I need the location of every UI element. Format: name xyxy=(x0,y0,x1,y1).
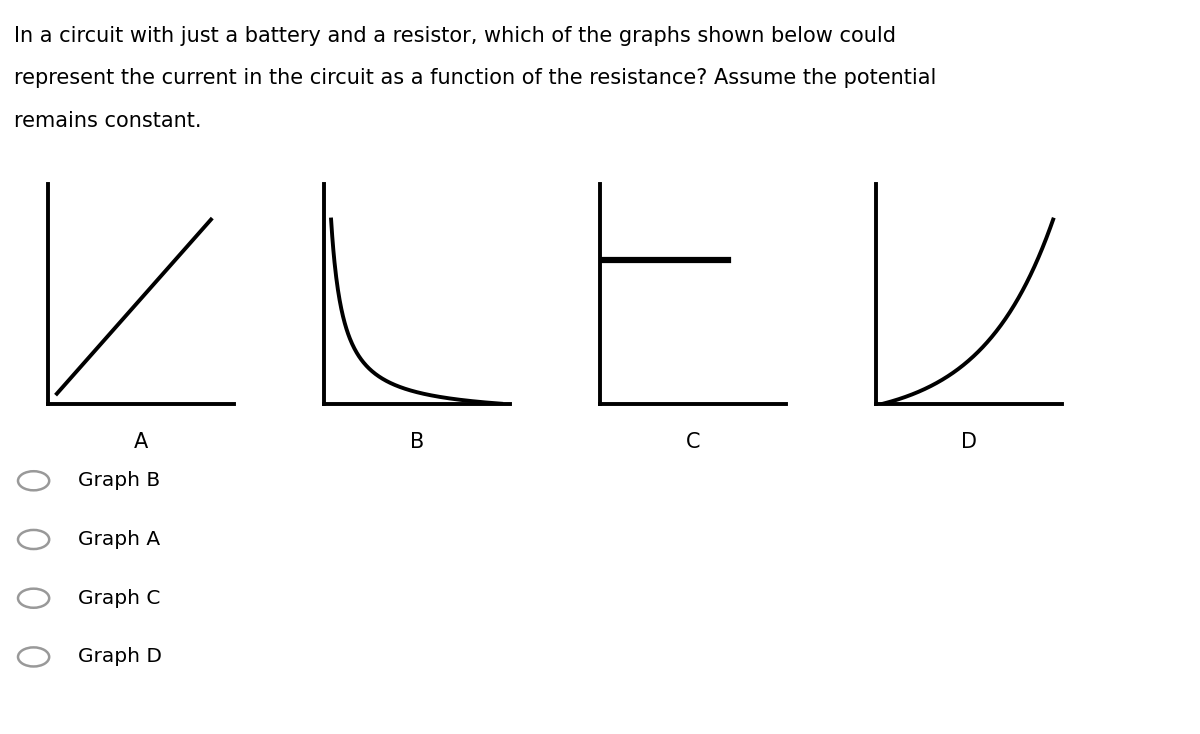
Text: Graph B: Graph B xyxy=(78,471,160,490)
Text: D: D xyxy=(961,432,977,451)
Text: remains constant.: remains constant. xyxy=(14,111,202,131)
Text: Graph D: Graph D xyxy=(78,647,162,666)
Text: A: A xyxy=(134,432,148,451)
Text: Graph C: Graph C xyxy=(78,589,161,608)
Text: B: B xyxy=(410,432,424,451)
Text: represent the current in the circuit as a function of the resistance? Assume the: represent the current in the circuit as … xyxy=(14,68,937,88)
Text: C: C xyxy=(685,432,701,451)
Text: Graph A: Graph A xyxy=(78,530,160,549)
Text: In a circuit with just a battery and a resistor, which of the graphs shown below: In a circuit with just a battery and a r… xyxy=(14,26,896,46)
